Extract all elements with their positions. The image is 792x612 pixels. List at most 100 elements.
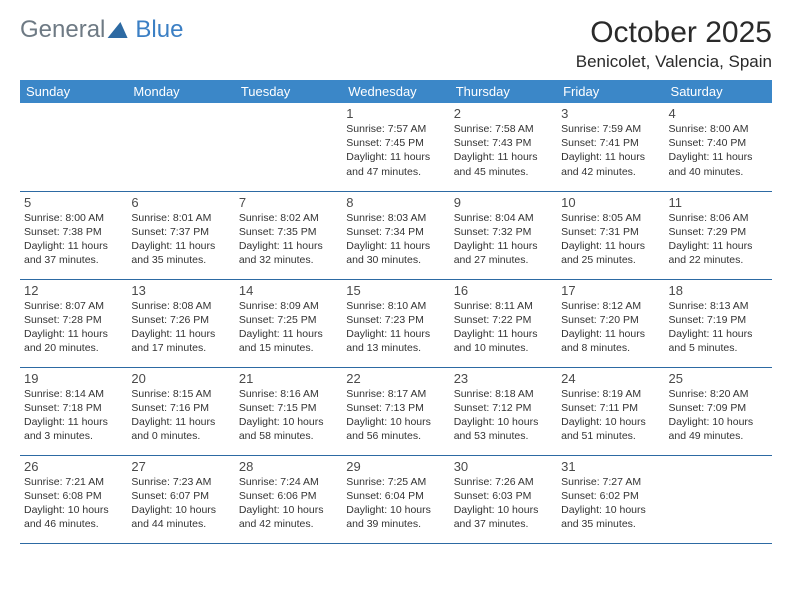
day-info: Sunrise: 8:04 AMSunset: 7:32 PMDaylight:… — [454, 211, 553, 268]
day-number: 21 — [239, 371, 338, 386]
day-number: 31 — [561, 459, 660, 474]
day-info: Sunrise: 8:13 AMSunset: 7:19 PMDaylight:… — [669, 299, 768, 356]
day-info: Sunrise: 7:57 AMSunset: 7:45 PMDaylight:… — [346, 122, 445, 179]
calendar-day-cell: 14Sunrise: 8:09 AMSunset: 7:25 PMDayligh… — [235, 279, 342, 367]
day-info: Sunrise: 8:20 AMSunset: 7:09 PMDaylight:… — [669, 387, 768, 444]
calendar-day-cell — [127, 103, 234, 191]
day-number: 9 — [454, 195, 553, 210]
day-number: 11 — [669, 195, 768, 210]
calendar-day-cell: 25Sunrise: 8:20 AMSunset: 7:09 PMDayligh… — [665, 367, 772, 455]
logo-text-general: General — [20, 16, 105, 44]
day-number: 29 — [346, 459, 445, 474]
day-number: 17 — [561, 283, 660, 298]
day-info: Sunrise: 8:14 AMSunset: 7:18 PMDaylight:… — [24, 387, 123, 444]
day-info: Sunrise: 7:23 AMSunset: 6:07 PMDaylight:… — [131, 475, 230, 532]
calendar-table: Sunday Monday Tuesday Wednesday Thursday… — [20, 80, 772, 544]
day-number: 14 — [239, 283, 338, 298]
calendar-day-cell: 8Sunrise: 8:03 AMSunset: 7:34 PMDaylight… — [342, 191, 449, 279]
calendar-day-cell — [235, 103, 342, 191]
calendar-day-cell: 29Sunrise: 7:25 AMSunset: 6:04 PMDayligh… — [342, 455, 449, 543]
day-number: 22 — [346, 371, 445, 386]
day-number: 26 — [24, 459, 123, 474]
day-number: 15 — [346, 283, 445, 298]
day-info: Sunrise: 8:16 AMSunset: 7:15 PMDaylight:… — [239, 387, 338, 444]
day-info: Sunrise: 7:59 AMSunset: 7:41 PMDaylight:… — [561, 122, 660, 179]
day-number: 25 — [669, 371, 768, 386]
day-info: Sunrise: 8:05 AMSunset: 7:31 PMDaylight:… — [561, 211, 660, 268]
calendar-day-cell: 23Sunrise: 8:18 AMSunset: 7:12 PMDayligh… — [450, 367, 557, 455]
day-info: Sunrise: 8:01 AMSunset: 7:37 PMDaylight:… — [131, 211, 230, 268]
calendar-day-cell: 22Sunrise: 8:17 AMSunset: 7:13 PMDayligh… — [342, 367, 449, 455]
calendar-day-cell: 9Sunrise: 8:04 AMSunset: 7:32 PMDaylight… — [450, 191, 557, 279]
day-number: 8 — [346, 195, 445, 210]
day-info: Sunrise: 7:21 AMSunset: 6:08 PMDaylight:… — [24, 475, 123, 532]
logo-triangle-icon — [108, 22, 131, 38]
calendar-day-cell: 13Sunrise: 8:08 AMSunset: 7:26 PMDayligh… — [127, 279, 234, 367]
day-number: 4 — [669, 106, 768, 121]
calendar-day-cell: 12Sunrise: 8:07 AMSunset: 7:28 PMDayligh… — [20, 279, 127, 367]
day-info: Sunrise: 7:26 AMSunset: 6:03 PMDaylight:… — [454, 475, 553, 532]
calendar-day-cell: 30Sunrise: 7:26 AMSunset: 6:03 PMDayligh… — [450, 455, 557, 543]
day-header-tue: Tuesday — [235, 80, 342, 103]
calendar-day-cell: 3Sunrise: 7:59 AMSunset: 7:41 PMDaylight… — [557, 103, 664, 191]
day-number: 23 — [454, 371, 553, 386]
day-header-fri: Friday — [557, 80, 664, 103]
calendar-week-row: 5Sunrise: 8:00 AMSunset: 7:38 PMDaylight… — [20, 191, 772, 279]
day-info: Sunrise: 8:10 AMSunset: 7:23 PMDaylight:… — [346, 299, 445, 356]
day-number: 13 — [131, 283, 230, 298]
calendar-day-cell: 2Sunrise: 7:58 AMSunset: 7:43 PMDaylight… — [450, 103, 557, 191]
day-number: 7 — [239, 195, 338, 210]
day-number: 30 — [454, 459, 553, 474]
day-header-wed: Wednesday — [342, 80, 449, 103]
calendar-week-row: 12Sunrise: 8:07 AMSunset: 7:28 PMDayligh… — [20, 279, 772, 367]
calendar-day-cell: 10Sunrise: 8:05 AMSunset: 7:31 PMDayligh… — [557, 191, 664, 279]
calendar-body: 1Sunrise: 7:57 AMSunset: 7:45 PMDaylight… — [20, 103, 772, 543]
calendar-day-cell — [665, 455, 772, 543]
day-info: Sunrise: 8:15 AMSunset: 7:16 PMDaylight:… — [131, 387, 230, 444]
day-info: Sunrise: 8:03 AMSunset: 7:34 PMDaylight:… — [346, 211, 445, 268]
day-number: 16 — [454, 283, 553, 298]
day-info: Sunrise: 8:00 AMSunset: 7:38 PMDaylight:… — [24, 211, 123, 268]
day-info: Sunrise: 8:11 AMSunset: 7:22 PMDaylight:… — [454, 299, 553, 356]
day-info: Sunrise: 8:06 AMSunset: 7:29 PMDaylight:… — [669, 211, 768, 268]
day-info: Sunrise: 8:02 AMSunset: 7:35 PMDaylight:… — [239, 211, 338, 268]
day-number: 19 — [24, 371, 123, 386]
calendar-day-cell: 4Sunrise: 8:00 AMSunset: 7:40 PMDaylight… — [665, 103, 772, 191]
calendar-day-cell: 16Sunrise: 8:11 AMSunset: 7:22 PMDayligh… — [450, 279, 557, 367]
calendar-day-cell: 17Sunrise: 8:12 AMSunset: 7:20 PMDayligh… — [557, 279, 664, 367]
day-number: 20 — [131, 371, 230, 386]
day-number: 6 — [131, 195, 230, 210]
calendar-day-cell: 27Sunrise: 7:23 AMSunset: 6:07 PMDayligh… — [127, 455, 234, 543]
calendar-day-cell: 26Sunrise: 7:21 AMSunset: 6:08 PMDayligh… — [20, 455, 127, 543]
calendar-day-cell: 28Sunrise: 7:24 AMSunset: 6:06 PMDayligh… — [235, 455, 342, 543]
calendar-day-cell: 6Sunrise: 8:01 AMSunset: 7:37 PMDaylight… — [127, 191, 234, 279]
calendar-day-cell: 7Sunrise: 8:02 AMSunset: 7:35 PMDaylight… — [235, 191, 342, 279]
day-info: Sunrise: 7:58 AMSunset: 7:43 PMDaylight:… — [454, 122, 553, 179]
calendar-day-cell: 20Sunrise: 8:15 AMSunset: 7:16 PMDayligh… — [127, 367, 234, 455]
calendar-day-cell: 11Sunrise: 8:06 AMSunset: 7:29 PMDayligh… — [665, 191, 772, 279]
title-block: October 2025 Benicolet, Valencia, Spain — [576, 16, 772, 72]
day-info: Sunrise: 8:07 AMSunset: 7:28 PMDaylight:… — [24, 299, 123, 356]
day-info: Sunrise: 8:08 AMSunset: 7:26 PMDaylight:… — [131, 299, 230, 356]
calendar-day-cell: 15Sunrise: 8:10 AMSunset: 7:23 PMDayligh… — [342, 279, 449, 367]
day-info: Sunrise: 8:19 AMSunset: 7:11 PMDaylight:… — [561, 387, 660, 444]
day-number: 2 — [454, 106, 553, 121]
day-info: Sunrise: 8:00 AMSunset: 7:40 PMDaylight:… — [669, 122, 768, 179]
calendar-week-row: 19Sunrise: 8:14 AMSunset: 7:18 PMDayligh… — [20, 367, 772, 455]
calendar-day-cell: 19Sunrise: 8:14 AMSunset: 7:18 PMDayligh… — [20, 367, 127, 455]
day-number: 12 — [24, 283, 123, 298]
day-header-sat: Saturday — [665, 80, 772, 103]
day-info: Sunrise: 7:27 AMSunset: 6:02 PMDaylight:… — [561, 475, 660, 532]
day-number: 10 — [561, 195, 660, 210]
day-number: 28 — [239, 459, 338, 474]
day-info: Sunrise: 8:17 AMSunset: 7:13 PMDaylight:… — [346, 387, 445, 444]
day-info: Sunrise: 7:25 AMSunset: 6:04 PMDaylight:… — [346, 475, 445, 532]
day-number: 3 — [561, 106, 660, 121]
month-title: October 2025 — [576, 16, 772, 50]
calendar-week-row: 1Sunrise: 7:57 AMSunset: 7:45 PMDaylight… — [20, 103, 772, 191]
day-number: 1 — [346, 106, 445, 121]
calendar-day-cell: 21Sunrise: 8:16 AMSunset: 7:15 PMDayligh… — [235, 367, 342, 455]
day-info: Sunrise: 8:12 AMSunset: 7:20 PMDaylight:… — [561, 299, 660, 356]
day-number: 18 — [669, 283, 768, 298]
day-header-sun: Sunday — [20, 80, 127, 103]
